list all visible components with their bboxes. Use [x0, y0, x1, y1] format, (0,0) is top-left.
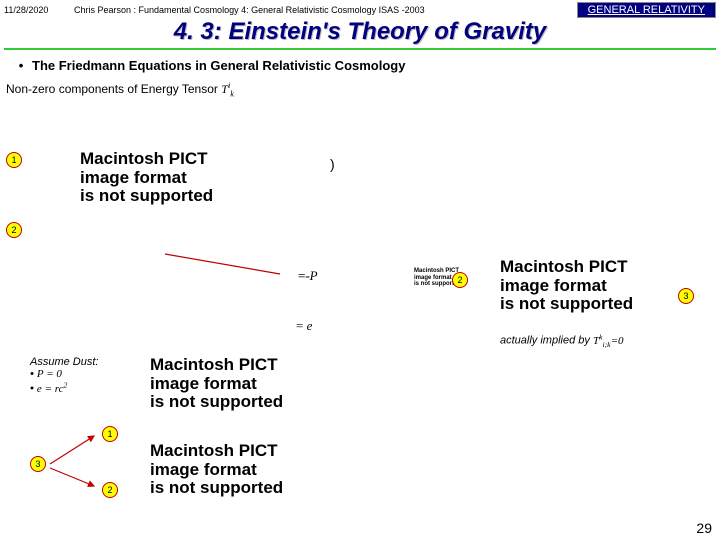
assume-line1: • P = 0 — [30, 368, 98, 380]
page-number: 29 — [696, 520, 712, 536]
marker-1: 1 — [6, 152, 22, 168]
pict-line: Macintosh PICT — [150, 356, 283, 375]
topic-badge: GENERAL RELATIVITY — [577, 2, 716, 18]
bullet-dot: • — [10, 58, 32, 73]
slide-title: 4. 3: Einstein's Theory of Gravity — [4, 18, 716, 50]
marker-2b: 2 — [452, 272, 468, 288]
assume-line2: • e = rc2 — [30, 380, 98, 395]
pict-line: image format — [80, 169, 213, 188]
implied-prefix: actually implied by — [500, 335, 593, 347]
pict-line: is not supported — [80, 187, 213, 206]
marker-3: 3 — [678, 288, 694, 304]
implied-sub: i;k — [602, 340, 610, 349]
marker-b1: 1 — [102, 426, 118, 442]
energy-tensor-line: Non-zero components of Energy Tensor Tik — [0, 73, 720, 98]
header-row: 11/28/2020 Chris Pearson : Fundamental C… — [0, 0, 720, 18]
date-text: 11/28/2020 — [4, 5, 74, 15]
energy-tensor-label: Non-zero components of Energy Tensor — [6, 82, 218, 96]
pict-line: is not supported — [500, 295, 633, 314]
assume-title: Assume Dust: — [30, 356, 98, 368]
pict-line: Macintosh PICT — [500, 258, 633, 277]
pict-line: Macintosh PICT — [150, 442, 283, 461]
pict-placeholder-2: Macintosh PICT image format is not suppo… — [500, 258, 633, 314]
pict-line: image format — [150, 461, 283, 480]
implied-line: actually implied by Tki;k=0 — [500, 332, 624, 349]
pict-placeholder-1: Macintosh PICT image format is not suppo… — [80, 150, 213, 206]
lecture-info: Chris Pearson : Fundamental Cosmology 4:… — [74, 5, 577, 15]
pict-line: is not supported — [150, 479, 283, 498]
implied-eq: =0 — [611, 335, 624, 347]
pict-placeholder-4: Macintosh PICT image format is not suppo… — [150, 442, 283, 498]
marker-b2: 2 — [102, 482, 118, 498]
assume-block: Assume Dust: • P = 0 • e = rc2 — [30, 356, 98, 395]
marker-3b: 3 — [30, 456, 46, 472]
eq-minusP-v: =-P — [298, 268, 318, 284]
red-line-1 — [160, 250, 290, 280]
bullet-text: The Friedmann Equations in General Relat… — [32, 58, 405, 73]
main-bullet: • The Friedmann Equations in General Rel… — [0, 50, 720, 73]
pict-line: image format — [500, 277, 633, 296]
paren: ) — [330, 156, 335, 172]
pict-line: image format — [150, 375, 283, 394]
pict-line: is not supported — [150, 393, 283, 412]
tensor-sub: k — [230, 89, 234, 98]
eq-eps: = e — [296, 318, 312, 334]
pict-placeholder-3: Macintosh PICT image format is not suppo… — [150, 356, 283, 412]
tensor-T: T — [221, 82, 228, 96]
marker-2: 2 — [6, 222, 22, 238]
pict-line: Macintosh PICT — [80, 150, 213, 169]
